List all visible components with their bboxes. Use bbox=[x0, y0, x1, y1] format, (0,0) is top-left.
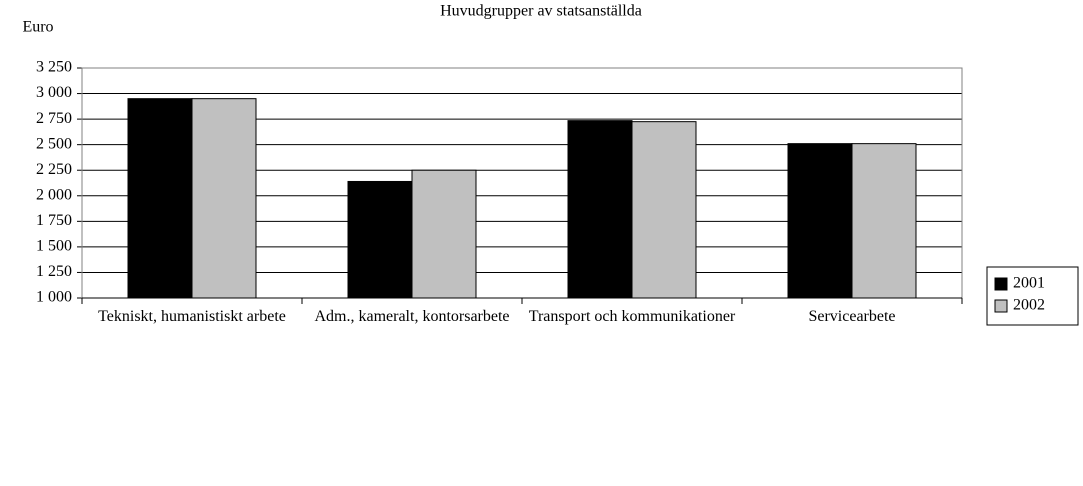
bar bbox=[411, 169, 477, 299]
y-tick-label: 3 000 bbox=[36, 84, 72, 101]
y-tick-label: 1 500 bbox=[36, 238, 72, 255]
bar bbox=[347, 180, 413, 299]
y-tick-label: 1 000 bbox=[36, 289, 72, 306]
x-tick-label: Servicearbete bbox=[808, 308, 896, 325]
x-tick-label: Adm., kameralt, kontorsarbete bbox=[314, 308, 510, 325]
y-tick-label: 2 000 bbox=[36, 186, 72, 203]
legend-swatch bbox=[994, 277, 1008, 291]
y-tick-label: 1 250 bbox=[36, 263, 72, 280]
legend-label: 2002 bbox=[1013, 297, 1045, 314]
y-tick-label: 2 250 bbox=[36, 161, 72, 178]
bar bbox=[191, 98, 257, 299]
bar bbox=[127, 98, 193, 299]
x-tick-label: Transport och kommunikationer bbox=[528, 308, 736, 325]
bar bbox=[567, 120, 633, 299]
bar bbox=[631, 121, 697, 299]
y-axis-label: Euro bbox=[22, 19, 53, 36]
y-tick-label: 1 750 bbox=[36, 212, 72, 229]
legend-swatch bbox=[994, 299, 1008, 313]
y-tick-label: 3 250 bbox=[36, 59, 72, 76]
bar bbox=[787, 143, 853, 299]
x-tick-label: Tekniskt, humanistiskt arbete bbox=[98, 308, 286, 325]
legend-box bbox=[986, 266, 1079, 326]
y-tick-label: 2 750 bbox=[36, 110, 72, 127]
legend-label: 2001 bbox=[1013, 275, 1045, 292]
chart-title: Huvudgrupper av statsanställda bbox=[440, 3, 642, 20]
bar bbox=[851, 143, 917, 299]
y-tick-label: 2 500 bbox=[36, 135, 72, 152]
